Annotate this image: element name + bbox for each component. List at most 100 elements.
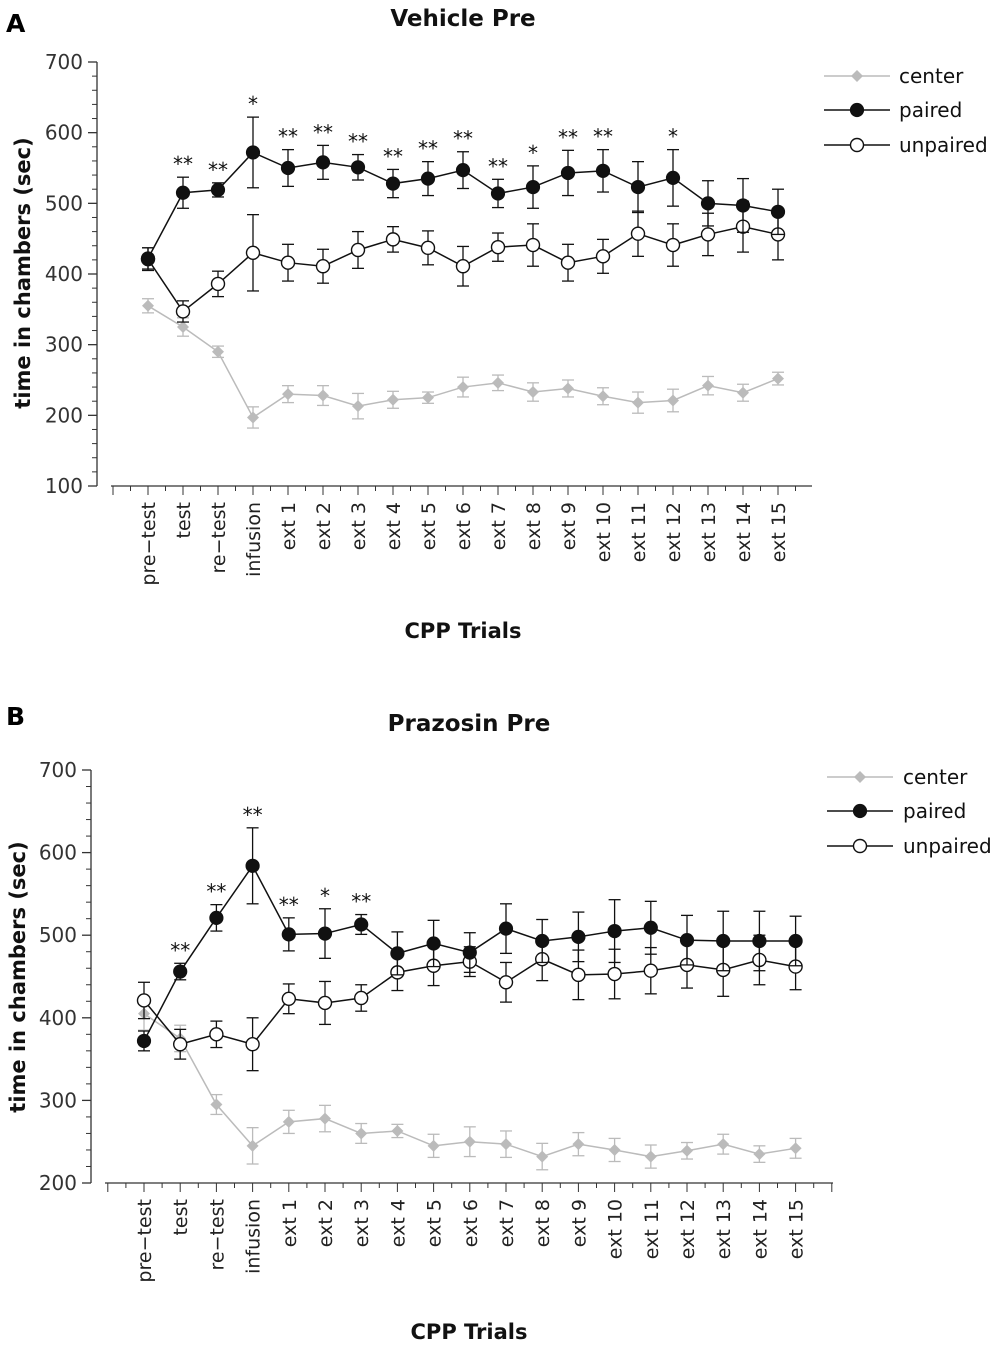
unpaired-point-a <box>280 255 296 270</box>
paired-point-a <box>140 251 156 266</box>
paired-point-a <box>280 160 296 176</box>
center-point-b <box>536 1150 549 1163</box>
x-tick-label-a: ext 6 <box>453 502 475 550</box>
x-tick-label-b: re−test <box>206 1199 228 1271</box>
x-tick-label-b: ext 1 <box>279 1199 301 1247</box>
x-tick-label-b: ext 13 <box>713 1199 735 1259</box>
x-tick-label-b: ext 2 <box>315 1199 337 1247</box>
paired-point-b <box>571 929 586 944</box>
x-tick-label-b: ext 14 <box>749 1199 771 1259</box>
paired-point-b <box>354 917 369 932</box>
unpaired-point-a <box>175 304 191 319</box>
center-point-a <box>562 382 574 395</box>
center-point-a <box>212 345 224 358</box>
y-tick-label-a: 200 <box>45 403 83 427</box>
paired-point-b <box>136 1033 152 1049</box>
panel-label-b: B <box>6 702 25 731</box>
x-tick-label-a: ext 7 <box>488 502 510 550</box>
x-axis-title-a: CPP Trials <box>405 619 522 643</box>
x-tick-label-a: infusion <box>243 502 265 577</box>
x-tick-label-a: ext 11 <box>628 502 650 562</box>
x-tick-label-a: ext 10 <box>593 502 615 562</box>
paired-point-b <box>752 933 767 949</box>
significance-mark-a: ** <box>208 158 228 182</box>
y-tick-label-b: 700 <box>39 758 77 782</box>
unpaired-point-a <box>420 240 436 256</box>
x-tick-label-a: ext 5 <box>418 502 440 550</box>
unpaired-point-a <box>595 249 611 264</box>
unpaired-point-b <box>498 975 514 990</box>
center-point-a <box>457 381 469 394</box>
paired-point-a <box>525 179 541 195</box>
legend-a-center-marker <box>851 70 863 82</box>
paired-point-a <box>385 176 401 191</box>
paired-point-b <box>173 964 188 979</box>
paired-point-b <box>607 923 622 939</box>
paired-point-a <box>560 165 576 181</box>
unpaired-point-b <box>281 991 296 1007</box>
paired-point-b <box>426 936 441 951</box>
significance-mark-b: ** <box>170 938 190 962</box>
unpaired-point-b <box>643 963 658 978</box>
x-tick-label-a: ext 1 <box>278 502 300 550</box>
x-tick-label-b: ext 7 <box>496 1199 518 1247</box>
paired-point-a <box>490 186 506 201</box>
significance-mark-a: ** <box>278 125 298 149</box>
significance-mark-b: * <box>320 884 330 908</box>
x-tick-label-a: ext 3 <box>348 502 370 550</box>
x-tick-label-b: ext 4 <box>387 1199 409 1247</box>
y-axis-title-b: time in chambers (sec) <box>6 841 30 1112</box>
center-point-a <box>632 396 644 409</box>
center-line-a <box>147 305 779 419</box>
x-tick-label-b: ext 11 <box>641 1199 663 1259</box>
paired-point-b <box>788 933 803 949</box>
paired-point-a <box>245 145 261 160</box>
center-point-a <box>142 299 154 312</box>
center-point-a <box>667 394 679 407</box>
significance-mark-a: * <box>248 92 258 116</box>
paired-point-a <box>735 198 751 213</box>
unpaired-point-a <box>245 245 261 261</box>
center-point-b <box>463 1135 476 1148</box>
paired-point-a <box>700 196 716 211</box>
paired-point-a <box>595 163 611 178</box>
legend-a-center-label: center <box>899 64 964 88</box>
significance-mark-a: ** <box>313 120 333 144</box>
legend-a-unpaired-marker <box>849 137 865 153</box>
significance-mark-a: ** <box>453 127 473 151</box>
center-point-a <box>352 400 364 413</box>
center-point-b <box>717 1138 730 1151</box>
paired-point-b <box>462 945 477 960</box>
unpaired-point-b <box>209 1027 224 1042</box>
paired-point-b <box>245 858 260 873</box>
x-tick-label-b: ext 3 <box>351 1199 373 1247</box>
significance-mark-b: ** <box>279 893 299 917</box>
paired-point-a <box>350 160 366 175</box>
paired-point-a <box>665 170 681 185</box>
unpaired-point-a <box>630 226 646 241</box>
significance-mark-a: ** <box>558 125 578 149</box>
paired-point-a <box>630 179 646 195</box>
significance-mark-b: ** <box>243 803 263 827</box>
center-point-b <box>644 1150 657 1163</box>
x-tick-label-b: ext 8 <box>532 1199 554 1247</box>
center-point-a <box>492 376 504 389</box>
paired-point-b <box>209 910 224 925</box>
paired-point-b <box>498 921 514 936</box>
significance-mark-a: * <box>668 125 678 149</box>
legend-a-unpaired-label: unpaired <box>899 133 988 157</box>
paired-point-b <box>535 933 550 949</box>
x-tick-label-b: infusion <box>243 1199 265 1274</box>
legend-a-paired-label: paired <box>899 98 962 122</box>
legend-b: center paired unpaired <box>827 765 992 858</box>
legend-b-paired-label: paired <box>903 799 966 823</box>
unpaired-point-a <box>385 232 401 247</box>
plot-area-a: 100 200 300 400 500 600 700 pre−test test re−test… <box>45 50 812 586</box>
x-tick-label-a: test <box>173 502 195 539</box>
significance-mark-a: * <box>528 141 538 165</box>
y-tick-label-b: 400 <box>39 1006 77 1030</box>
legend-a: center paired unpaired <box>824 64 988 157</box>
center-point-a <box>387 393 399 406</box>
x-axis-title-b: CPP Trials <box>411 1320 528 1344</box>
y-tick-label-a: 400 <box>45 262 83 286</box>
